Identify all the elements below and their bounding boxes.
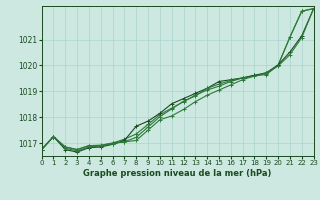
- X-axis label: Graphe pression niveau de la mer (hPa): Graphe pression niveau de la mer (hPa): [84, 169, 272, 178]
